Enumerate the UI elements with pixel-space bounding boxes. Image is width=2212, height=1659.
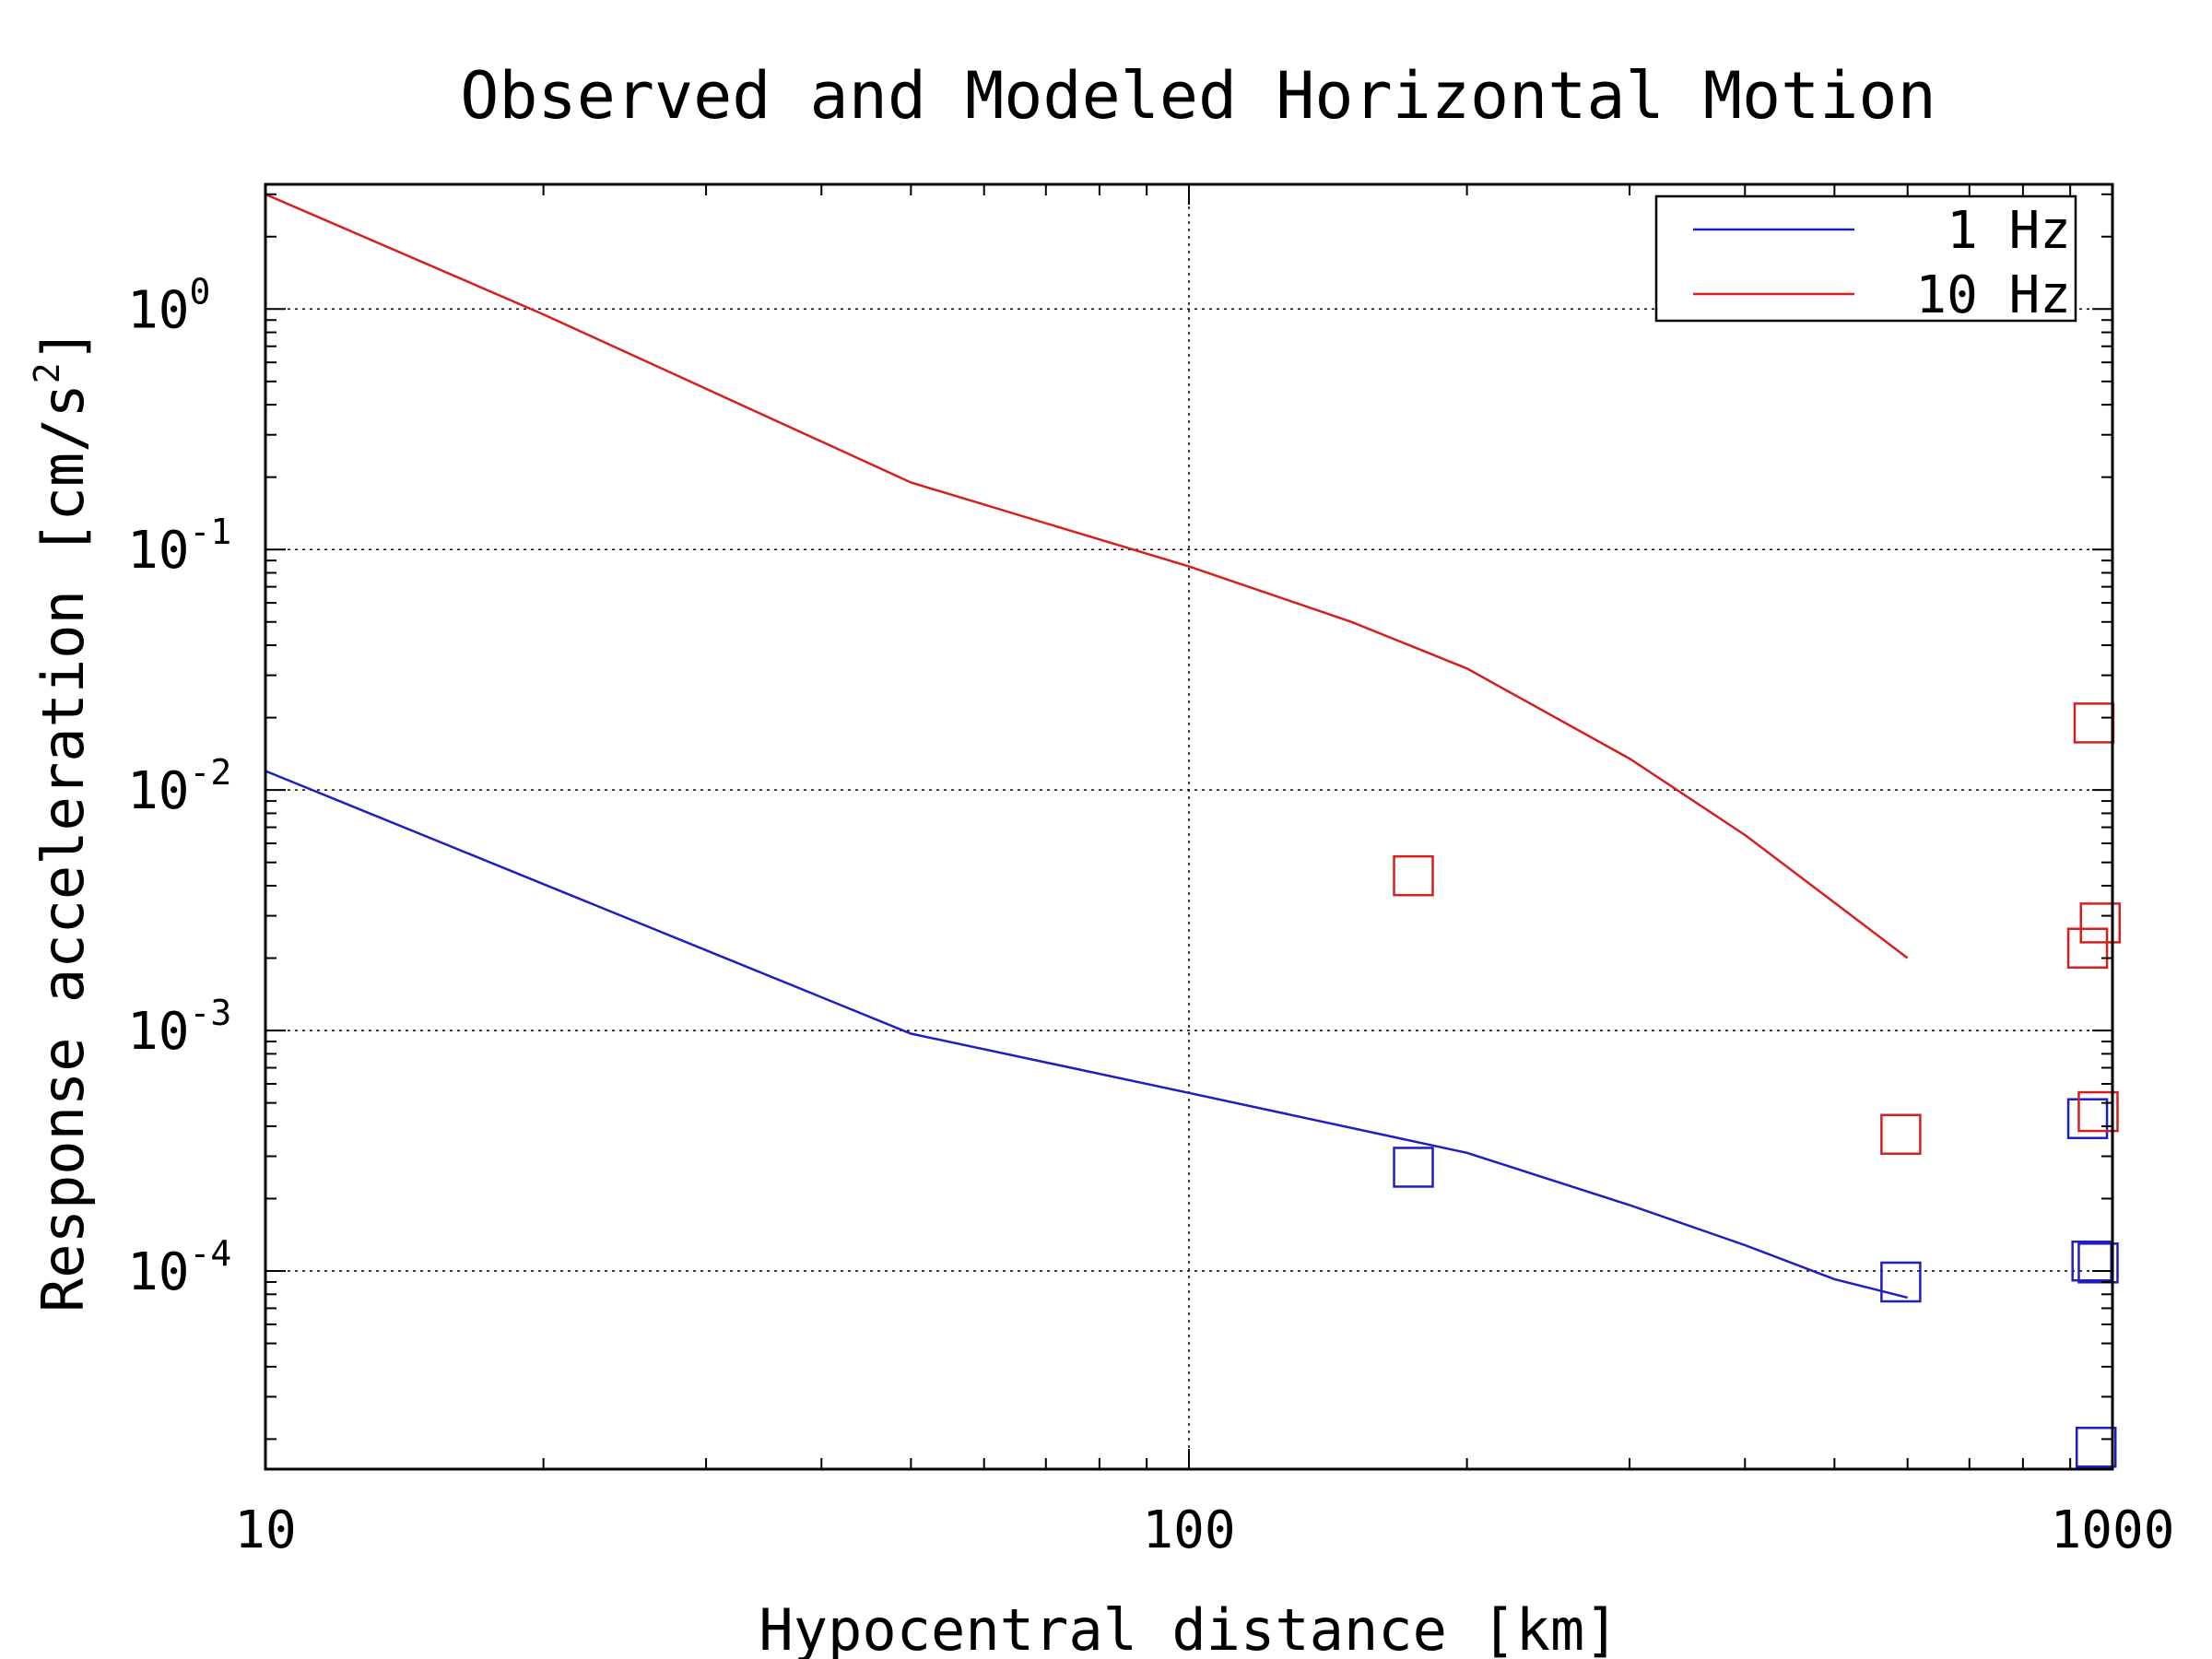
y-tick-base: 10 — [127, 761, 189, 821]
y-tick-label: 100 — [127, 271, 210, 340]
series-layer — [265, 193, 2121, 1468]
y-axis-label-close: ] — [29, 328, 97, 362]
tick-marks — [265, 184, 2112, 1469]
observed-point — [1880, 1113, 1922, 1156]
y-axis-label: Response acceleration [cm/s2] — [27, 328, 97, 1312]
y-tick-exponent: -3 — [189, 993, 231, 1033]
y-tick-base: 10 — [127, 521, 189, 581]
y-tick-label: 10-2 — [127, 752, 231, 821]
observed-point — [2066, 927, 2109, 969]
observed-point — [1880, 1261, 1922, 1303]
x-tick-label: 100 — [1142, 1500, 1235, 1560]
y-tick-base: 10 — [127, 1002, 189, 1062]
observed-point — [2066, 1098, 2109, 1139]
observed-point — [2073, 702, 2115, 744]
y-tick-label: 10-4 — [127, 1233, 231, 1302]
grid-lines — [265, 184, 2112, 1469]
y-axis-label-sup: 2 — [27, 362, 67, 383]
y-tick-exponent: -1 — [189, 512, 231, 552]
x-tick-label: 10 — [234, 1500, 296, 1560]
observed-point — [2079, 902, 2121, 944]
y-tick-exponent: -2 — [189, 752, 231, 793]
series-1 — [265, 193, 2121, 1156]
legend-label: 10 Hz — [1915, 265, 2071, 325]
y-tick-base: 10 — [127, 280, 189, 340]
y-tick-label: 10-1 — [127, 512, 231, 581]
y-axis-label-main: Response acceleration [cm/s — [29, 383, 97, 1312]
model-line — [265, 770, 1909, 1300]
observed-point — [2075, 1426, 2117, 1468]
model-line — [265, 193, 1909, 959]
legend-label: 1 Hz — [1947, 201, 2071, 261]
x-axis-label: Hypocentral distance [km] — [759, 1596, 1618, 1659]
observed-point — [2077, 1090, 2119, 1133]
observed-point — [1393, 854, 1434, 897]
y-tick-base: 10 — [127, 1242, 189, 1302]
series-0 — [265, 770, 2119, 1468]
y-tick-exponent: 0 — [189, 271, 210, 312]
observed-point — [1393, 1147, 1434, 1188]
y-tick-label: 10-3 — [127, 993, 231, 1062]
observed-point — [2077, 1242, 2119, 1284]
x-tick-label: 1000 — [2051, 1500, 2175, 1560]
chart-title: Observed and Modeled Horizontal Motion — [460, 58, 1936, 134]
y-tick-exponent: -4 — [189, 1233, 231, 1274]
legend-box — [1654, 194, 2077, 323]
